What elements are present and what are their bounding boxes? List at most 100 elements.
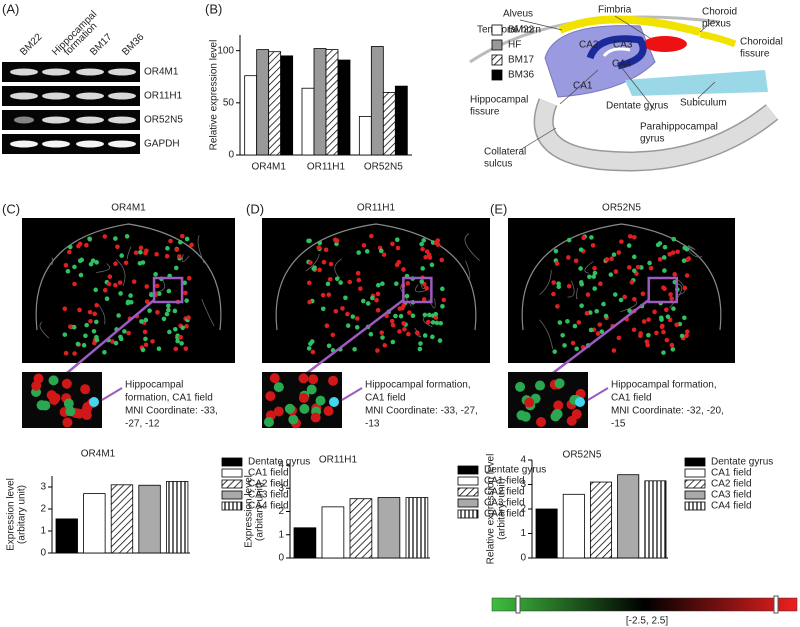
brain-dot	[394, 262, 400, 268]
legend-label: Dentate gyrus	[711, 457, 773, 468]
inset-dot	[269, 373, 280, 384]
brain-dot	[115, 244, 120, 250]
brain-dot	[670, 250, 676, 255]
inset-dot	[74, 408, 85, 419]
chart-title: OR4M1	[81, 449, 116, 460]
panel-label: (D)	[246, 201, 264, 216]
legend-label: CA2 field	[248, 479, 289, 490]
brain-dot	[338, 280, 343, 285]
brain-dot	[626, 265, 632, 270]
brain-dot	[674, 322, 679, 328]
brain-sulcus	[539, 319, 554, 350]
brain-dot	[441, 297, 447, 303]
brain-dot	[662, 244, 668, 250]
brain-dot	[173, 346, 179, 352]
brain-dot	[138, 249, 143, 255]
brain-dot	[374, 297, 379, 303]
brain-dot	[131, 279, 137, 284]
gel-band	[76, 68, 104, 76]
brain-dot	[613, 269, 619, 274]
inset-dot	[273, 382, 284, 393]
brain-dot	[417, 346, 423, 352]
y-tick-label: 3	[40, 482, 46, 493]
brain-dot	[619, 239, 624, 244]
brain-outline	[35, 223, 222, 331]
brain-dot	[168, 238, 173, 244]
legend-label: CA1 field	[711, 468, 752, 479]
inset-dot	[553, 400, 564, 411]
brain-dot	[72, 264, 77, 270]
y-tick-label: 0	[520, 553, 526, 564]
bar	[394, 85, 408, 156]
bar	[377, 497, 401, 559]
brain-dot	[72, 351, 77, 356]
brain-dot	[165, 246, 170, 251]
brain-dot	[183, 290, 188, 296]
brain-dot	[667, 251, 672, 257]
brain-dot	[144, 284, 150, 289]
legend-swatch	[221, 490, 243, 500]
brain-dot	[425, 319, 431, 325]
inset-dot	[306, 384, 317, 395]
inset-highlight	[329, 397, 339, 407]
brain-dot	[94, 319, 99, 325]
brain-dot	[87, 236, 92, 242]
brain-dot	[557, 320, 563, 325]
brain-dot	[375, 348, 380, 353]
brain-dot	[421, 238, 427, 243]
brain-dot	[175, 338, 180, 344]
brain-dot	[81, 342, 87, 348]
inset-dot	[308, 374, 319, 385]
brain-dot	[592, 270, 598, 276]
brain-dot	[77, 258, 83, 264]
gel-band	[14, 116, 34, 124]
brain-dot	[333, 308, 339, 314]
brain-dot	[113, 236, 118, 241]
gel-band	[108, 92, 136, 100]
brain-dot	[390, 339, 396, 345]
brain-dot	[143, 336, 148, 342]
gene-label: GAPDH	[144, 139, 180, 150]
brain-sulcus	[584, 261, 594, 274]
annotation: formation, CA1 field	[125, 393, 213, 404]
gel-band	[10, 92, 38, 100]
brain-dot	[401, 321, 406, 326]
brain-dot	[128, 293, 133, 298]
hippocampus-diagram	[469, 15, 779, 172]
brain-dot	[661, 329, 666, 335]
brain-sulcus	[197, 235, 205, 264]
legend-swatch	[457, 476, 479, 486]
brain-dot	[669, 342, 675, 348]
inset-dot	[31, 380, 42, 391]
brain-dot	[84, 242, 89, 248]
brain-dot	[166, 307, 171, 313]
brain-dot	[594, 308, 599, 314]
brain-dot	[306, 346, 312, 351]
leader-line	[614, 15, 651, 39]
brain-dot	[423, 254, 428, 260]
brain-dot	[173, 265, 179, 271]
gel-band	[42, 140, 70, 148]
brain-dot	[661, 285, 666, 290]
diagram-label: Hippocampal	[470, 95, 528, 106]
brain-dot	[647, 260, 652, 266]
brain-dot	[107, 274, 113, 279]
brain-dot	[632, 234, 637, 240]
brain-dot	[584, 311, 590, 316]
brain-dot	[88, 261, 94, 267]
brain-dot	[438, 320, 444, 326]
legend-label: CA3 field	[484, 498, 525, 509]
brain-dot	[551, 280, 556, 285]
brain-dot	[627, 308, 632, 314]
brain-dot	[178, 239, 183, 245]
brain-dot	[579, 303, 584, 309]
inset-arrow	[101, 387, 123, 401]
brain-dot	[365, 301, 371, 306]
brain-dot	[93, 287, 98, 293]
brain-dot	[375, 291, 381, 297]
brain-dot	[401, 303, 407, 308]
brain-dot	[180, 325, 185, 331]
brain-dot	[397, 306, 403, 311]
brain-dot	[369, 233, 374, 239]
